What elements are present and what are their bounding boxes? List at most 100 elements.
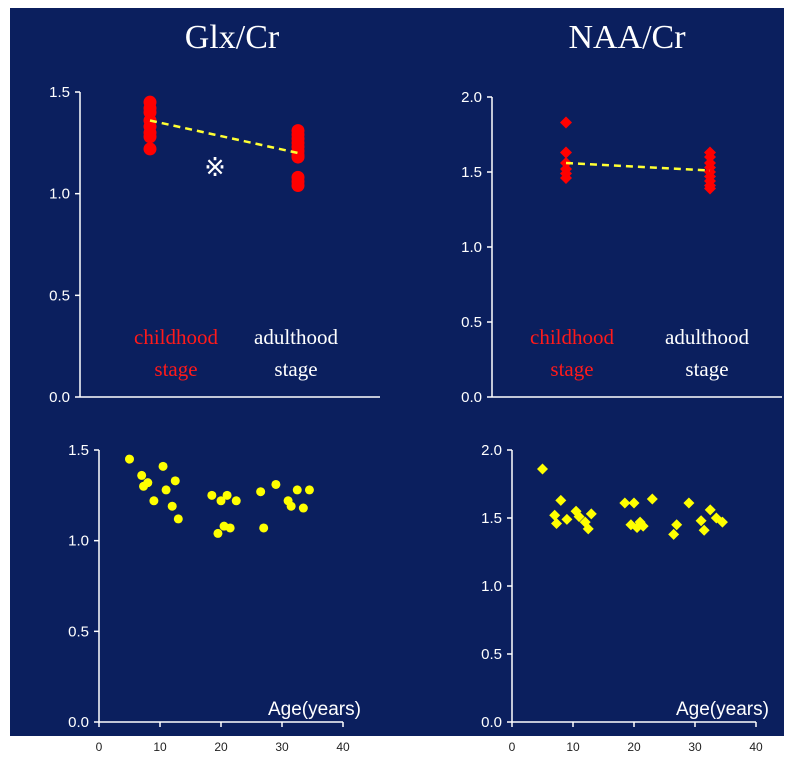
- glx-stage-y-tick-label: 1.5: [49, 84, 70, 101]
- naa-stage-y-tick-label: 0.5: [461, 314, 482, 331]
- glx-age-y-tick-label: 1.0: [68, 533, 89, 550]
- glx-age-point: [271, 479, 281, 489]
- significance-marker: ※: [204, 153, 226, 183]
- glx-age-point: [216, 496, 226, 506]
- glx-stage-y-tick-label: 0.5: [49, 287, 70, 304]
- naa-childhood-label: childhood: [530, 325, 614, 349]
- naa-age-x-tick-label: 0: [509, 740, 516, 754]
- glx-age-y-tick-label: 1.5: [68, 442, 89, 459]
- glx-stage-point: [291, 150, 305, 164]
- glx-age-x-tick-label: 30: [275, 740, 289, 754]
- naa-age-point: [561, 513, 573, 525]
- figure-background: [10, 8, 784, 736]
- naa-age-point: [555, 494, 567, 506]
- glx-adulthood-label: adulthood: [254, 325, 338, 349]
- naa-stage-point: [560, 172, 572, 184]
- naa-stage-point: [704, 182, 716, 195]
- glx-age-point: [173, 514, 183, 524]
- naa-age-y-tick-label: 1.5: [481, 510, 502, 527]
- glx-age-point: [143, 478, 153, 488]
- glx-stage-labels: childhood stage adulthood stage: [134, 325, 338, 381]
- glx-age-point: [149, 496, 159, 506]
- glx-age-axis-label: Age(years): [268, 699, 361, 720]
- naa-age-y-tick-label: 1.0: [481, 578, 502, 595]
- naa-stage-plot: 0.0 0.5 1.0 1.5 2.0: [461, 89, 782, 406]
- glx-age-point: [286, 501, 296, 511]
- naa-age-x-tick-label: 40: [749, 740, 763, 754]
- naa-stage-y-tick-label: 2.0: [461, 89, 482, 106]
- naa-age-y-tick-label: 0.0: [481, 714, 502, 731]
- glx-adulthood-stage-label: stage: [274, 357, 317, 381]
- naa-stage-y-tick-label: 1.5: [461, 164, 482, 181]
- glx-age-y-tick-label: 0.5: [68, 623, 89, 640]
- naa-stage-y-tick-label: 1.0: [461, 239, 482, 256]
- glx-age-point: [259, 523, 269, 533]
- naa-age-point: [698, 524, 710, 536]
- glx-stage-plot: 0.0 0.5 1.0 1.5: [49, 84, 380, 406]
- glx-stage-y-tick-label: 0.0: [49, 389, 70, 406]
- glx-title: Glx/Cr: [185, 19, 280, 56]
- naa-age-y-tick-label: 2.0: [481, 442, 502, 459]
- naa-age-point: [716, 516, 728, 528]
- naa-age-point: [646, 493, 658, 505]
- naa-age-point: [573, 511, 585, 523]
- naa-age-point: [695, 515, 707, 527]
- naa-age-point: [668, 528, 680, 540]
- glx-age-x-tick-label: 20: [214, 740, 228, 754]
- glx-age-point: [167, 501, 177, 511]
- glx-age-point: [158, 461, 168, 471]
- naa-adulthood-label: adulthood: [665, 325, 749, 349]
- glx-age-point: [225, 523, 235, 533]
- glx-age-point: [170, 476, 180, 486]
- naa-age-point: [582, 523, 594, 535]
- glx-age-x-tick-label: 0: [96, 740, 103, 754]
- glx-age-point: [231, 496, 241, 506]
- naa-title: NAA/Cr: [568, 19, 686, 56]
- naa-stage-point: [560, 146, 572, 159]
- naa-age-point: [628, 497, 640, 509]
- glx-stage-point: [291, 179, 305, 193]
- naa-age-point: [637, 520, 649, 532]
- glx-age-x-tick-label: 10: [153, 740, 167, 754]
- naa-adulthood-stage-label: stage: [685, 357, 728, 381]
- glx-childhood-label: childhood: [134, 325, 218, 349]
- glx-age-plot: 0.0 0.5 1.0 1.5 0 10 20 30 40: [68, 442, 350, 754]
- naa-age-point: [537, 463, 548, 475]
- glx-age-point: [137, 470, 147, 480]
- naa-stage-trend-line: [565, 161, 711, 172]
- glx-age-y-tick-label: 0.0: [68, 714, 89, 731]
- glx-age-point: [222, 490, 232, 500]
- naa-age-point: [704, 504, 716, 516]
- naa-stage-point: [560, 116, 572, 129]
- naa-age-point: [619, 497, 631, 509]
- naa-age-point: [551, 517, 563, 529]
- naa-age-point: [671, 519, 683, 531]
- glx-stage-point: [143, 142, 157, 156]
- naa-age-y-tick-label: 0.5: [481, 646, 502, 663]
- glx-age-point: [256, 487, 266, 497]
- naa-age-x-tick-label: 20: [627, 740, 641, 754]
- naa-stage-y-tick-label: 0.0: [461, 389, 482, 406]
- naa-age-plot: 0.0 0.5 1.0 1.5 2.0 0 10 20 30 40: [481, 442, 763, 754]
- glx-age-x-tick-label: 40: [336, 740, 350, 754]
- naa-childhood-stage-label: stage: [550, 357, 593, 381]
- glx-stage-trend-line: [149, 119, 299, 155]
- glx-stage-point: [143, 130, 157, 144]
- glx-age-point: [207, 490, 217, 500]
- naa-age-point: [549, 509, 561, 521]
- glx-age-point: [292, 485, 302, 495]
- glx-age-point: [125, 454, 134, 464]
- naa-age-axis-label: Age(years): [676, 699, 769, 720]
- glx-childhood-stage-label: stage: [154, 357, 197, 381]
- naa-age-x-tick-label: 30: [688, 740, 702, 754]
- naa-age-point: [585, 508, 597, 520]
- naa-stage-labels: childhood stage adulthood stage: [530, 325, 749, 381]
- glx-stage-y-tick-label: 1.0: [49, 186, 70, 203]
- glx-age-point: [304, 485, 314, 495]
- glx-age-point: [213, 528, 223, 538]
- naa-age-point: [683, 497, 695, 509]
- naa-age-x-tick-label: 10: [566, 740, 580, 754]
- glx-age-point: [298, 503, 308, 513]
- glx-age-point: [161, 485, 171, 495]
